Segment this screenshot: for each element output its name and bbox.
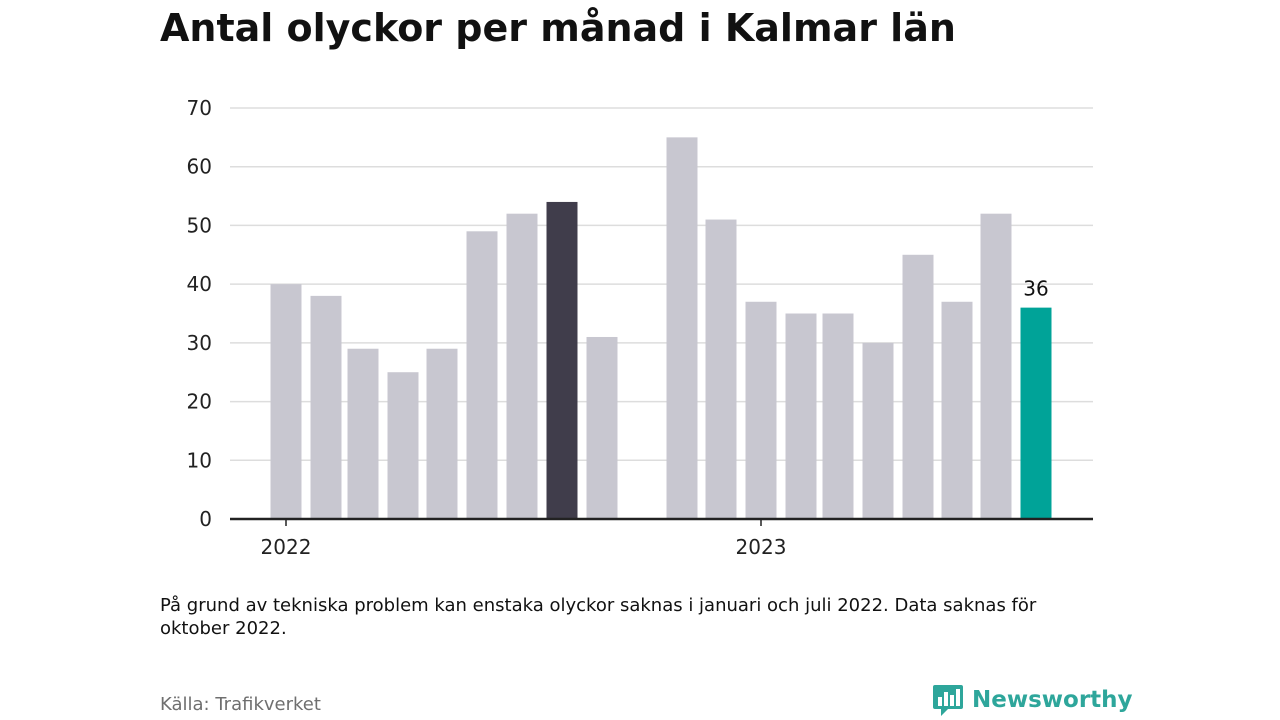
- y-tick-label: 50: [187, 213, 212, 237]
- bar-13: [785, 313, 817, 519]
- source-credit: Källa: Trafikverket: [160, 694, 321, 715]
- newsworthy-logo[interactable]: Newsworthy: [932, 683, 1133, 717]
- y-axis-ticks: 0 10 20 30 40 50 60 70: [187, 96, 212, 531]
- x-tick-label: 2022: [261, 535, 312, 559]
- bar-8: [586, 336, 618, 519]
- bar-0: [270, 284, 302, 519]
- bar-3: [387, 372, 419, 519]
- y-tick-label: 10: [187, 448, 212, 472]
- bar-14: [822, 313, 854, 519]
- bar-7: [546, 201, 578, 519]
- footnote: På grund av tekniska problem kan enstaka…: [160, 595, 1037, 639]
- newsworthy-chart-bubble-icon: [933, 685, 963, 716]
- y-tick-label: 20: [187, 390, 212, 414]
- bar-5: [466, 231, 498, 520]
- bar-18: [980, 213, 1012, 519]
- y-tick-label: 70: [187, 96, 212, 120]
- y-tick-label: 0: [199, 507, 212, 531]
- data-labels: 36: [1023, 277, 1048, 301]
- bar-1: [310, 295, 342, 519]
- chart-title: Antal olyckor per månad i Kalmar län: [160, 6, 956, 50]
- x-axis: 2022 2023: [230, 517, 1093, 559]
- bar-2: [347, 348, 379, 519]
- brand-name: Newsworthy: [972, 687, 1133, 713]
- y-tick-label: 60: [187, 155, 212, 179]
- bar-19: [1020, 307, 1052, 519]
- x-tick-label: 2023: [736, 535, 787, 559]
- bar-6: [506, 213, 538, 519]
- bar-4: [426, 348, 458, 519]
- bar-10: [666, 137, 698, 519]
- bar-11: [705, 219, 737, 520]
- bars: [270, 137, 1052, 520]
- bar-12: [745, 301, 777, 519]
- y-tick-label: 40: [187, 272, 212, 296]
- bar-15: [862, 342, 894, 519]
- bar-17: [941, 301, 973, 519]
- y-tick-label: 30: [187, 331, 212, 355]
- bar-16: [902, 254, 934, 520]
- data-label-latest: 36: [1023, 277, 1048, 301]
